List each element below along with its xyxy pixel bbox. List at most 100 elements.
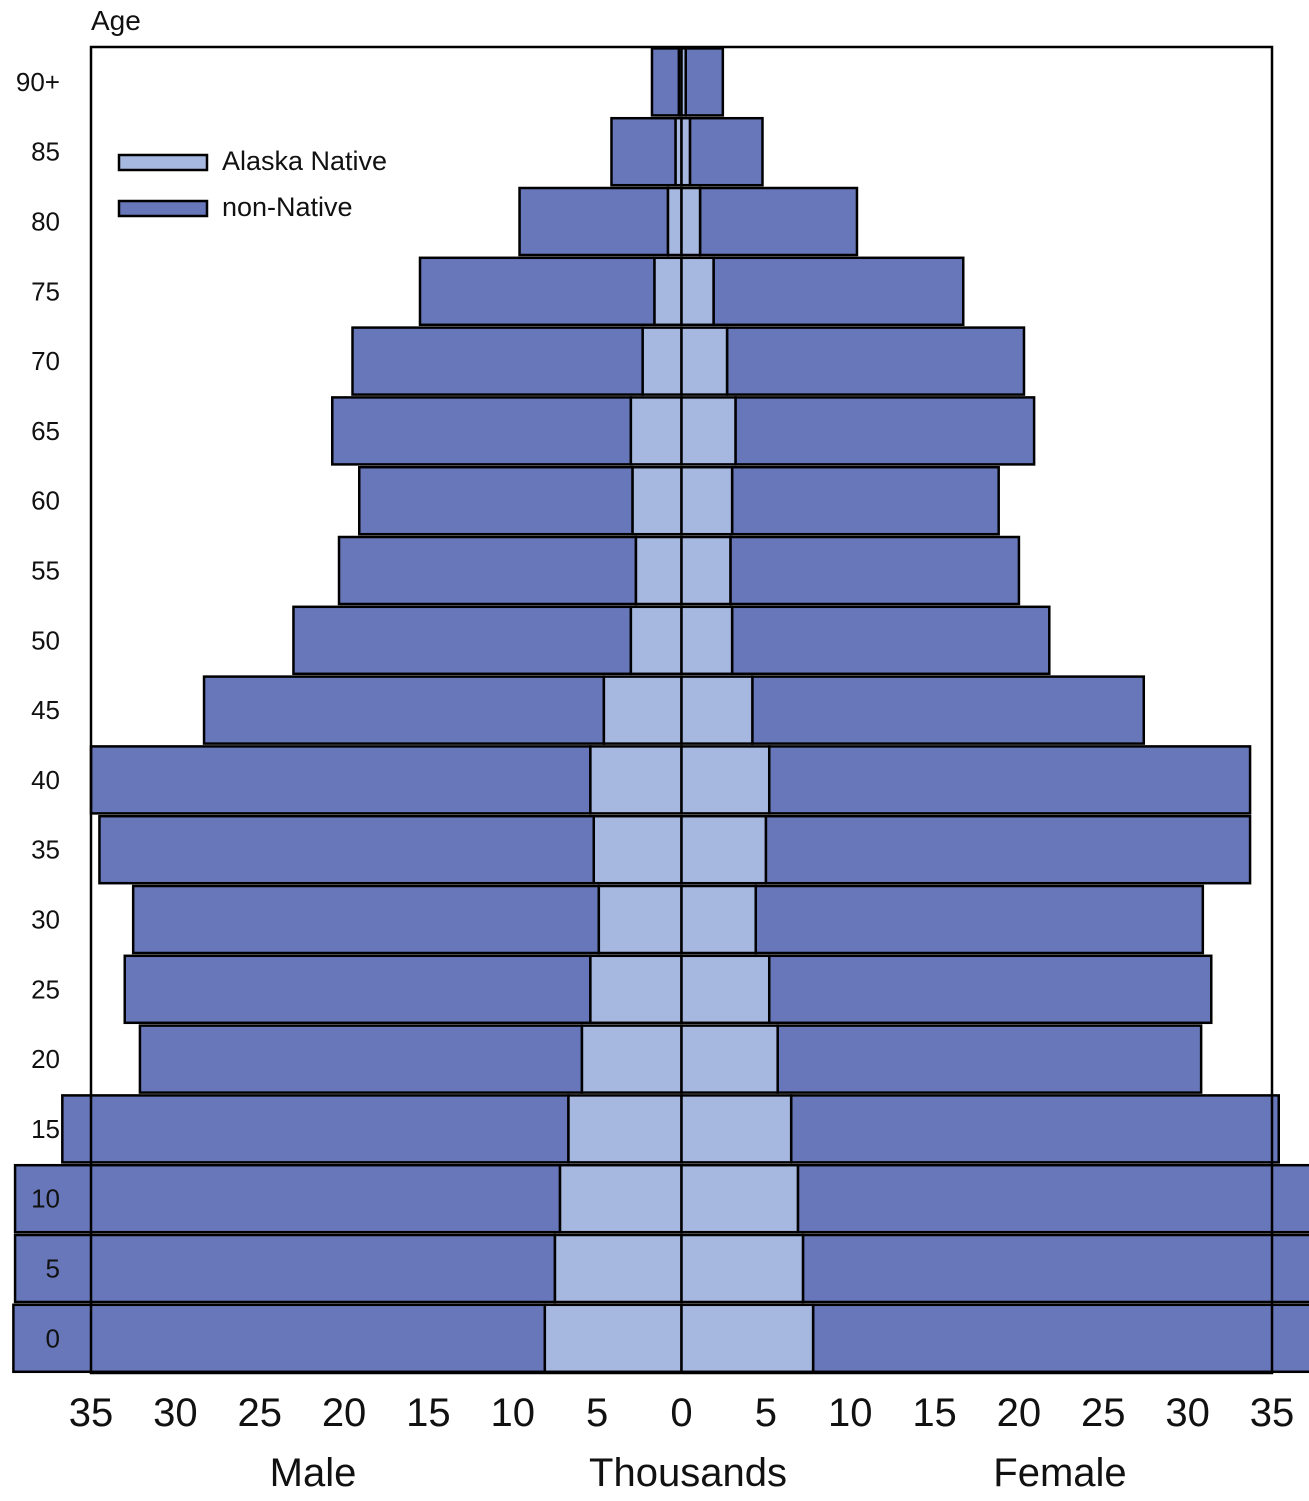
bar-alaska-native-male-40 (589, 745, 683, 815)
bar-alaska-native-female-30 (680, 884, 757, 955)
bar-alaska-native-male-70 (641, 326, 683, 396)
y-tick-label: 35 (31, 835, 60, 865)
y-tick-label: 10 (31, 1184, 60, 1214)
bar-alaska-native-male-55 (634, 535, 683, 606)
y-tick-label: 0 (46, 1323, 60, 1353)
x-tick-label: 30 (153, 1391, 198, 1435)
x-tick-label: 35 (1250, 1391, 1295, 1435)
x-tick-labels: 35 30 25 20 15 10 5 0 5 10 15 20 25 30 35 (69, 1391, 1295, 1435)
bar-non-native-female-30 (754, 884, 1205, 955)
bar-alaska-native-male-50 (629, 605, 683, 676)
x-tick-label: 35 (69, 1391, 114, 1435)
bar-non-native-male-85 (610, 116, 677, 187)
bar-non-native-male-80 (518, 186, 670, 257)
bar-non-native-female-50 (730, 605, 1051, 676)
x-tick-label: 25 (237, 1391, 282, 1435)
bar-alaska-native-female-65 (680, 396, 737, 466)
legend-label: Alaska Native (222, 146, 387, 176)
bar-non-native-male-60 (358, 465, 634, 536)
bar-alaska-native-female-80 (680, 186, 702, 257)
bar-non-native-female-65 (734, 396, 1036, 466)
y-tick-label: 55 (31, 556, 60, 586)
y-tick-label: 40 (31, 765, 60, 795)
bar-alaska-native-female-60 (680, 465, 734, 536)
bar-non-native-female-10 (796, 1163, 1309, 1234)
bar-alaska-native-male-10 (558, 1163, 683, 1234)
x-axis-label: Thousands (589, 1451, 787, 1495)
bar-alaska-native-male-80 (666, 186, 683, 257)
bar-non-native-male-65 (331, 396, 633, 466)
bar-alaska-native-male-0 (543, 1303, 683, 1374)
y-tick-label: 80 (31, 207, 60, 237)
bar-alaska-native-female-15 (680, 1094, 793, 1164)
x-tick-label: 15 (912, 1391, 957, 1435)
bar-alaska-native-male-75 (653, 256, 683, 327)
bar-alaska-native-female-10 (680, 1163, 800, 1234)
bar-non-native-male-0 (12, 1303, 547, 1374)
bar-alaska-native-male-20 (580, 1024, 683, 1094)
legend: Alaska Native non-Native (117, 146, 387, 222)
bar-alaska-native-female-55 (680, 535, 732, 606)
x-tick-label: 5 (586, 1391, 608, 1435)
legend-label: non-Native (222, 192, 353, 222)
y-tick-label: 60 (31, 486, 60, 516)
y-tick-label: 65 (31, 416, 60, 446)
legend-swatch (117, 199, 209, 218)
bar-non-native-male-35 (98, 814, 596, 885)
bar-non-native-male-25 (123, 954, 592, 1025)
bar-alaska-native-female-0 (680, 1303, 815, 1374)
y-tick-label: 45 (31, 695, 60, 725)
y-tick-label: 85 (31, 137, 60, 167)
bar-alaska-native-male-30 (597, 884, 683, 955)
bar-alaska-native-male-5 (553, 1233, 683, 1304)
bar-alaska-native-female-25 (680, 954, 771, 1025)
bar-non-native-female-0 (811, 1303, 1309, 1374)
bar-alaska-native-female-20 (680, 1024, 779, 1094)
bar-non-native-female-20 (776, 1024, 1203, 1094)
bar-alaska-native-female-35 (680, 814, 768, 885)
bar-alaska-native-male-45 (602, 675, 683, 745)
bar-alaska-native-female-5 (680, 1233, 805, 1304)
bar-alaska-native-female-75 (680, 256, 715, 327)
bar-non-native-female-70 (725, 326, 1026, 396)
bar-alaska-native-male-15 (567, 1094, 683, 1164)
bar-non-native-female-25 (767, 954, 1213, 1025)
x-tick-label: 25 (1081, 1391, 1126, 1435)
bar-non-native-female-80 (698, 186, 859, 257)
female-label: Female (993, 1451, 1126, 1495)
bar-alaska-native-male-25 (589, 954, 683, 1025)
legend-swatch (117, 153, 209, 172)
bar-alaska-native-male-60 (631, 465, 683, 536)
y-tick-label: 90+ (16, 67, 60, 97)
x-tick-label: 20 (997, 1391, 1042, 1435)
x-tick-label: 30 (1165, 1391, 1210, 1435)
x-tick-label: 10 (491, 1391, 536, 1435)
bar-non-native-male-55 (337, 535, 638, 606)
bar-non-native-female-60 (730, 465, 1000, 536)
x-tick-label: 5 (755, 1391, 777, 1435)
bar-alaska-native-female-50 (680, 605, 734, 676)
x-tick-label: 15 (406, 1391, 451, 1435)
bar-non-native-male-5 (13, 1233, 557, 1304)
bar-non-native-female-90+ (684, 47, 725, 117)
bar-alaska-native-female-45 (680, 675, 754, 745)
bar-non-native-male-40 (89, 745, 592, 815)
bar-alaska-native-male-65 (629, 396, 683, 466)
bar-non-native-female-75 (712, 256, 965, 327)
bar-non-native-male-90+ (650, 47, 681, 117)
y-tick-label: 75 (31, 276, 60, 306)
bar-non-native-male-75 (418, 256, 656, 327)
bar-non-native-female-5 (801, 1233, 1309, 1304)
y-tick-label: 25 (31, 974, 60, 1004)
bar-non-native-female-35 (764, 814, 1252, 885)
bars-group (12, 47, 1309, 1374)
bar-non-native-female-85 (688, 116, 764, 187)
bar-non-native-female-40 (767, 745, 1252, 815)
bar-alaska-native-female-90+ (680, 47, 687, 117)
x-tick-label: 10 (828, 1391, 873, 1435)
y-tick-label: 70 (31, 346, 60, 376)
y-tick-label: 15 (31, 1114, 60, 1144)
bar-alaska-native-male-35 (592, 814, 683, 885)
